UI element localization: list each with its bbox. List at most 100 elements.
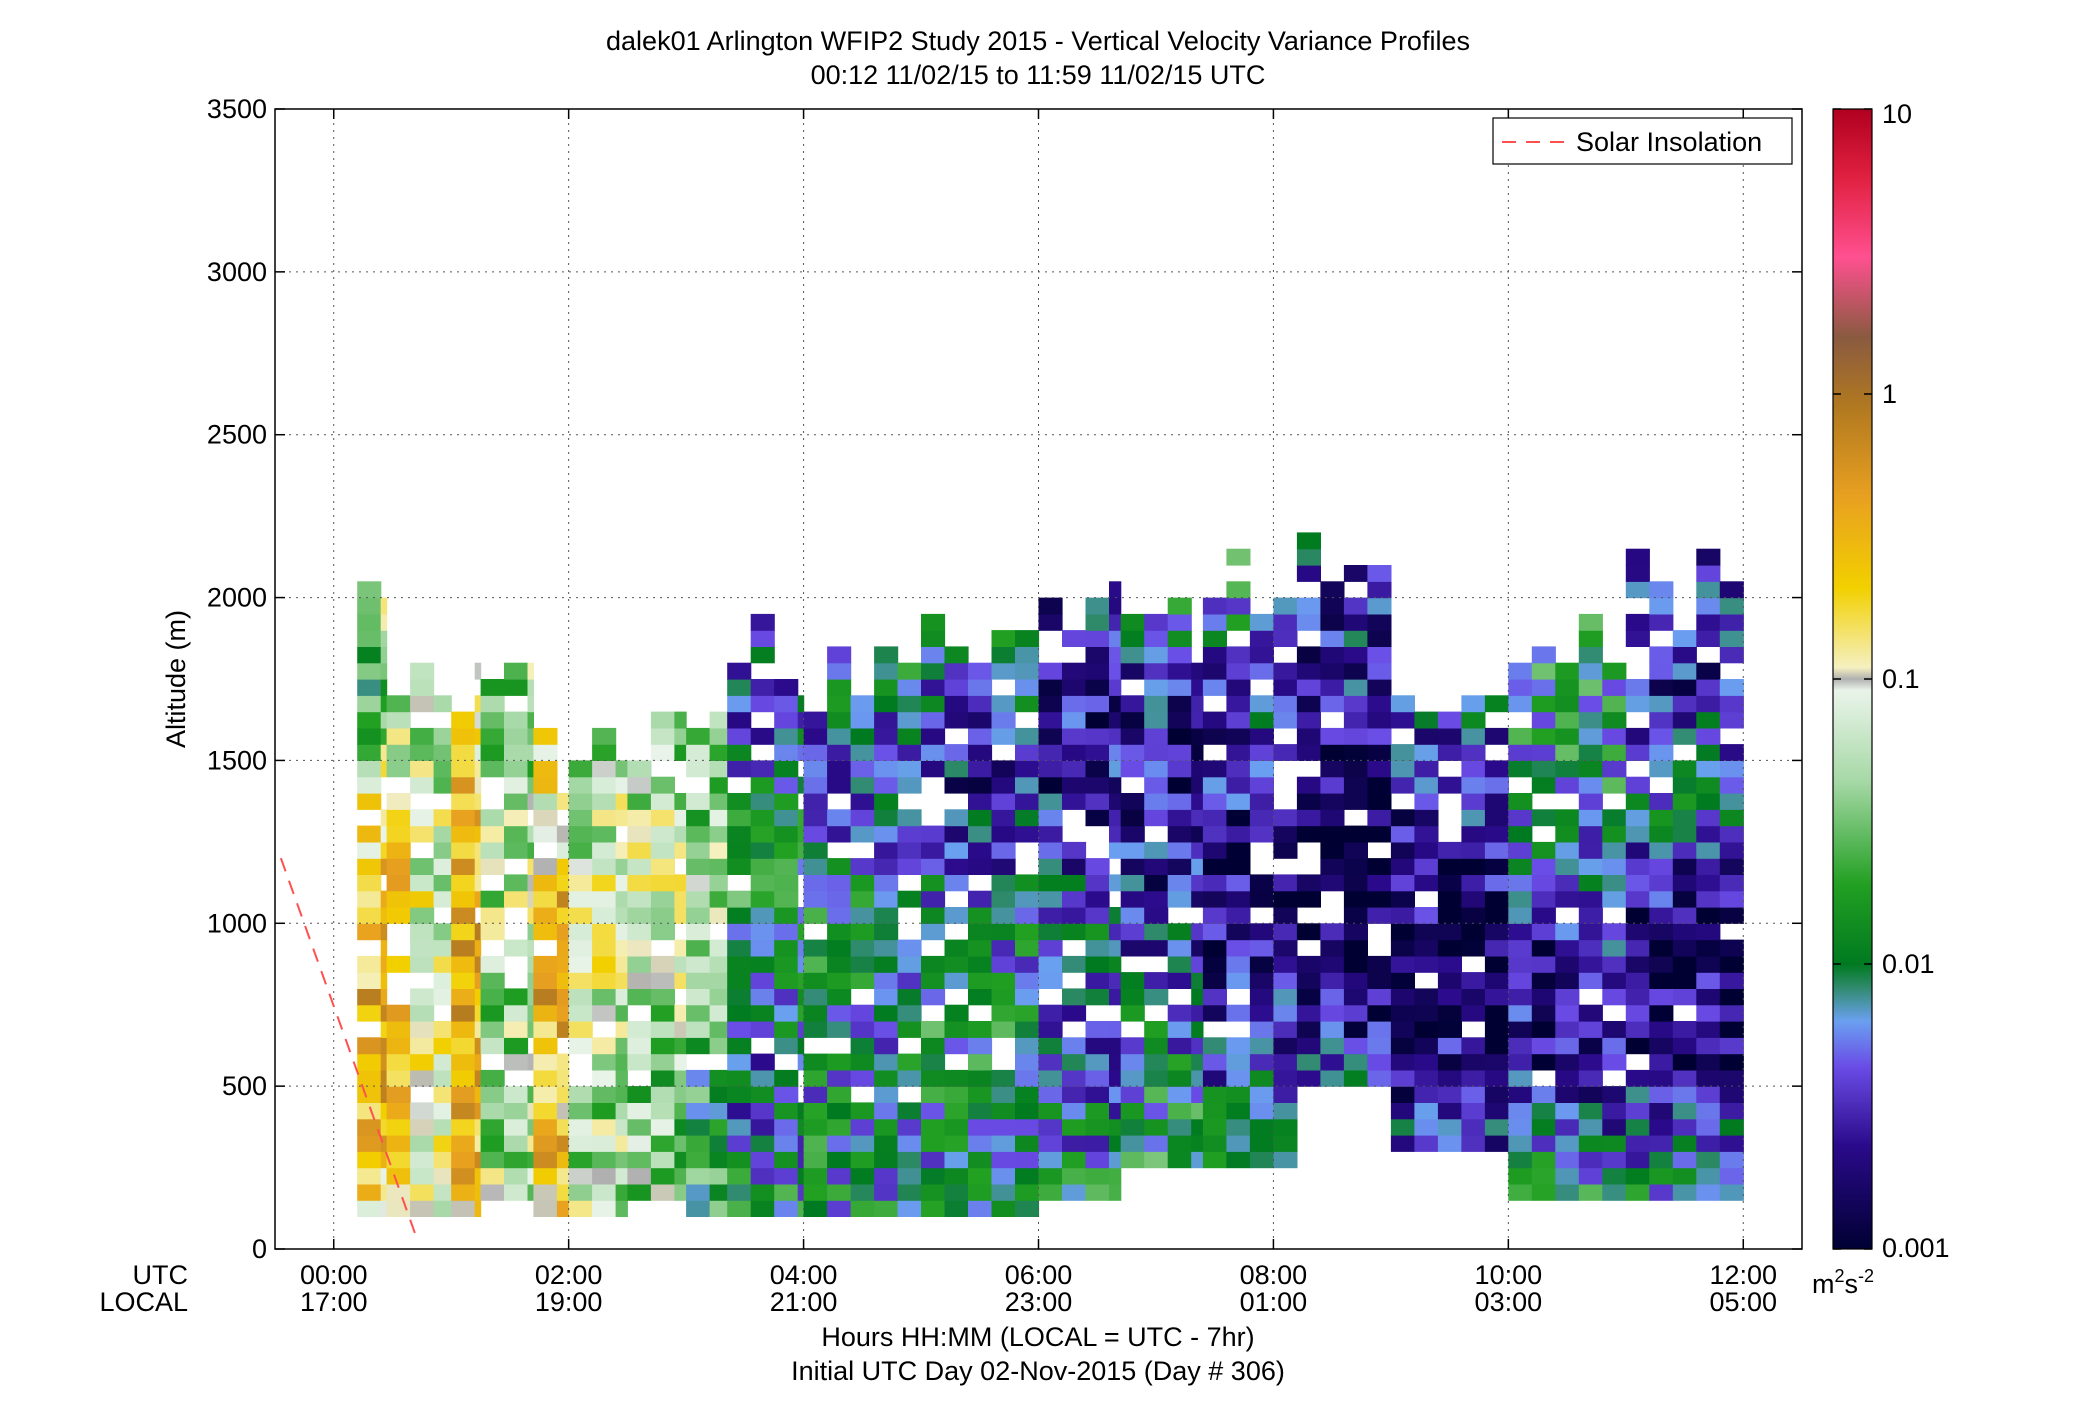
heatmap-cell xyxy=(921,662,946,680)
heatmap-cell xyxy=(1167,597,1192,615)
heatmap-cell xyxy=(1062,711,1087,729)
heatmap-cell xyxy=(827,646,852,664)
heatmap-cell xyxy=(410,923,435,941)
heatmap-cell xyxy=(1696,630,1721,647)
heatmap-cell xyxy=(1226,613,1251,631)
heatmap-cell xyxy=(1602,988,1627,1006)
heatmap-cell xyxy=(1062,955,1087,973)
heatmap-cell xyxy=(504,679,529,696)
heatmap-cell xyxy=(474,760,482,778)
heatmap-cell xyxy=(1109,1135,1122,1152)
heatmap-cell xyxy=(727,662,752,680)
heatmap-cell xyxy=(1015,890,1040,908)
heatmap-cell xyxy=(1390,825,1415,843)
heatmap-cell xyxy=(1696,1151,1721,1169)
heatmap-cell xyxy=(1273,955,1298,973)
heatmap-cell xyxy=(1120,890,1145,908)
heatmap-cell xyxy=(944,776,969,794)
heatmap-cell xyxy=(827,662,852,680)
heatmap-cell xyxy=(1625,972,1650,989)
heatmap-cell xyxy=(827,711,852,729)
heatmap-cell xyxy=(1144,858,1169,875)
heatmap-cell xyxy=(897,955,922,973)
heatmap-cell xyxy=(674,1183,687,1201)
heatmap-cell xyxy=(1144,646,1169,664)
heatmap-cell xyxy=(474,711,482,729)
heatmap-cell xyxy=(1696,972,1721,989)
heatmap-cell xyxy=(1120,825,1145,843)
heatmap-cell xyxy=(1367,711,1392,729)
grid-lines xyxy=(275,109,1802,1249)
heatmap-cell xyxy=(1038,1135,1063,1152)
heatmap-cell xyxy=(1038,841,1063,859)
heatmap-cell xyxy=(474,1004,482,1022)
heatmap-cell xyxy=(921,679,946,696)
heatmap-cell xyxy=(1390,1118,1415,1136)
y-tick-label: 2500 xyxy=(207,420,267,450)
heatmap-cell xyxy=(774,760,799,778)
heatmap-cell xyxy=(650,825,675,843)
heatmap-cell xyxy=(1414,825,1439,843)
heatmap-cell xyxy=(474,1069,482,1087)
heatmap-cell xyxy=(380,939,388,957)
heatmap-cell xyxy=(968,858,993,875)
heatmap-cell xyxy=(874,890,899,908)
heatmap-cell xyxy=(433,1021,452,1038)
heatmap-cell xyxy=(1578,1037,1603,1055)
heatmap-cell xyxy=(1719,841,1744,859)
heatmap-cell xyxy=(1649,890,1674,908)
heatmap-cell xyxy=(1015,646,1040,664)
heatmap-cell xyxy=(797,1118,805,1136)
heatmap-cell xyxy=(386,955,411,973)
heatmap-cell xyxy=(1508,695,1533,713)
heatmap-cell xyxy=(1109,1183,1122,1201)
heatmap-cell xyxy=(1414,858,1439,875)
heatmap-cell xyxy=(386,760,411,778)
heatmap-cell xyxy=(674,890,687,908)
heatmap-cell xyxy=(803,955,828,973)
heatmap-cell xyxy=(1461,988,1486,1006)
heatmap-cell xyxy=(1202,613,1227,631)
heatmap-cell xyxy=(451,711,476,729)
heatmap-cell xyxy=(921,1151,946,1169)
heatmap-cell xyxy=(1696,874,1721,892)
heatmap-cell xyxy=(1508,1004,1533,1022)
heatmap-cell xyxy=(1202,890,1227,908)
heatmap-cell xyxy=(410,679,435,696)
heatmap-cell xyxy=(1696,939,1721,957)
heatmap-cell xyxy=(568,1200,593,1217)
heatmap-cell xyxy=(1649,1004,1674,1022)
heatmap-cell xyxy=(527,695,534,713)
heatmap-cell xyxy=(615,1086,628,1103)
heatmap-cell xyxy=(1202,1069,1227,1087)
heatmap-cell xyxy=(944,695,969,713)
heatmap-cell xyxy=(1296,646,1321,664)
heatmap-cell xyxy=(1015,793,1040,810)
heatmap-cell xyxy=(1038,1037,1063,1055)
heatmap-cell xyxy=(774,1004,799,1022)
heatmap-cell xyxy=(797,972,805,989)
heatmap-cell xyxy=(1320,923,1345,941)
heatmap-cell xyxy=(709,939,728,957)
heatmap-cell xyxy=(1109,955,1122,973)
heatmap-cell xyxy=(1273,809,1298,827)
heatmap-cell xyxy=(797,858,805,875)
heatmap-cell xyxy=(1015,1069,1040,1087)
heatmap-cell xyxy=(1226,679,1251,696)
heatmap-cell xyxy=(944,907,969,924)
heatmap-cell xyxy=(774,890,799,908)
heatmap-cell xyxy=(380,1086,388,1103)
heatmap-cell xyxy=(1320,841,1345,859)
heatmap-cell xyxy=(991,1118,1016,1136)
heatmap-cell xyxy=(433,825,452,843)
heatmap-cell xyxy=(803,744,828,761)
heatmap-cell xyxy=(874,955,899,973)
heatmap-cell xyxy=(556,988,570,1006)
heatmap-cell xyxy=(380,1151,388,1169)
heatmap-cell xyxy=(592,760,617,778)
heatmap-cell xyxy=(480,988,505,1006)
heatmap-cell xyxy=(674,1037,687,1055)
heatmap-cell xyxy=(1226,793,1251,810)
heatmap-cell xyxy=(1191,793,1204,810)
heatmap-cell xyxy=(615,955,628,973)
